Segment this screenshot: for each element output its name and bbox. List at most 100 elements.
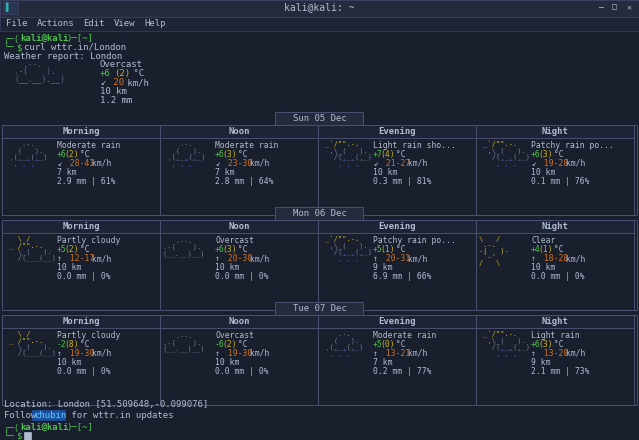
Text: Actions: Actions [37, 19, 74, 28]
Text: 13-20: 13-20 [539, 349, 568, 358]
Text: (___(__): (___(__) [163, 153, 206, 160]
Text: Clear: Clear [531, 236, 555, 245]
Text: (___(__): (___(__) [321, 343, 364, 350]
Text: 0.2 mm | 77%: 0.2 mm | 77% [373, 367, 431, 376]
Text: Help: Help [145, 19, 166, 28]
Text: Weather report: London: Weather report: London [4, 52, 122, 61]
Text: 18-28: 18-28 [539, 254, 568, 263]
Text: \ /: \ / [5, 236, 35, 242]
Bar [2, 315, 637, 405]
Text: .-(    ).: .-( ). [163, 244, 201, 250]
Bar [318, 220, 476, 233]
Text: \_(   ).: \_( ). [5, 248, 52, 255]
Text: $: $ [16, 43, 21, 52]
Text: Noon: Noon [228, 317, 250, 326]
Text: -2: -2 [57, 340, 66, 349]
Text: Patchy rain po...: Patchy rain po... [531, 141, 614, 150]
Text: 28-41: 28-41 [65, 159, 94, 168]
Text: Tue 07 Dec: Tue 07 Dec [293, 304, 346, 313]
Text: /(___(__): /(___(__) [321, 153, 372, 160]
Bar [318, 315, 476, 328]
Bar [2, 315, 160, 405]
Text: -(   )-: -( )- [479, 248, 509, 254]
Bar [476, 125, 634, 215]
Text: _ /"".-.: _ /"".-. [5, 242, 52, 249]
Text: 0.0 mm | 0%: 0.0 mm | 0% [531, 272, 585, 281]
Text: Follow: Follow [4, 411, 42, 420]
Text: Noon: Noon [228, 127, 250, 136]
Text: )─[~]: )─[~] [66, 34, 93, 43]
Text: (2): (2) [114, 69, 130, 78]
Text: km/h: km/h [403, 349, 427, 358]
Text: .-.: .-. [479, 242, 500, 248]
Text: `-': `-' [479, 254, 500, 260]
Text: 20-31: 20-31 [381, 254, 410, 263]
Text: (3): (3) [222, 245, 237, 254]
Text: ↑: ↑ [373, 254, 378, 263]
Text: └─: └─ [4, 43, 15, 52]
Text: 2.9 mm | 61%: 2.9 mm | 61% [57, 177, 116, 186]
Text: $: $ [16, 432, 21, 440]
Text: (1): (1) [538, 245, 553, 254]
Text: Evening: Evening [378, 317, 416, 326]
Bar [2, 125, 637, 215]
Text: 0.0 mm | 0%: 0.0 mm | 0% [215, 272, 268, 281]
Text: 10 km: 10 km [215, 263, 240, 272]
Text: 23-30: 23-30 [223, 159, 252, 168]
Text: ↙: ↙ [215, 159, 220, 168]
Text: for wttr.in updates: for wttr.in updates [66, 411, 173, 420]
Text: ┌─(: ┌─( [4, 423, 20, 432]
Text: _`/"".-.: _`/"".-. [479, 331, 526, 338]
Text: °C: °C [75, 245, 89, 254]
Text: Edit: Edit [83, 19, 105, 28]
Text: 0.0 mm | 0%: 0.0 mm | 0% [57, 272, 111, 281]
Text: ' ' ' ': ' ' ' ' [163, 159, 201, 165]
Bar [160, 125, 318, 138]
Text: km/h: km/h [245, 254, 270, 263]
Text: Location: London [51.509648,-0.099076]: Location: London [51.509648,-0.099076] [4, 400, 208, 409]
Text: 7 km: 7 km [373, 358, 392, 367]
Text: 10 km: 10 km [57, 358, 81, 367]
Text: kali@kali: ~: kali@kali: ~ [284, 2, 354, 12]
Bar [160, 220, 318, 310]
Text: 0.0 mm | 0%: 0.0 mm | 0% [57, 367, 111, 376]
Text: ,\_(   ).: ,\_( ). [321, 242, 368, 249]
Text: 0.3 mm | 81%: 0.3 mm | 81% [373, 177, 431, 186]
Text: Night: Night [542, 127, 569, 136]
Bar [0, 0, 639, 17]
Text: °C: °C [233, 245, 248, 254]
Text: ' ' ': ' ' ' [479, 349, 526, 355]
Text: /   \: / \ [479, 260, 500, 266]
Bar [2, 220, 637, 310]
Text: ' ' ' ': ' ' ' ' [5, 159, 43, 165]
Text: (   ).: ( ). [163, 147, 201, 154]
Text: ↑: ↑ [57, 254, 62, 263]
Text: 21-27: 21-27 [381, 159, 410, 168]
Bar [0, 17, 639, 31]
Text: .--.: .--. [163, 238, 197, 244]
Text: 10 km: 10 km [531, 168, 555, 177]
Text: ' ' ' ': ' ' ' ' [321, 349, 359, 355]
Text: +5: +5 [373, 340, 383, 349]
Text: 10 km: 10 km [531, 263, 555, 272]
Text: ✕: ✕ [626, 2, 631, 11]
Bar [476, 315, 634, 405]
Text: °C: °C [549, 340, 564, 349]
Text: □: □ [612, 2, 617, 11]
Text: +6: +6 [531, 150, 541, 159]
Text: ' ' ': ' ' ' [321, 260, 368, 266]
Text: Overcast: Overcast [215, 331, 254, 340]
Text: ,\_(   ).: ,\_( ). [321, 147, 368, 154]
Text: (__.__).__): (__.__).__) [14, 74, 65, 83]
Text: .-.: .-. [5, 141, 43, 147]
Text: °C: °C [233, 340, 248, 349]
Text: °C: °C [391, 340, 406, 349]
Text: km/h: km/h [561, 254, 585, 263]
Text: (2): (2) [64, 245, 79, 254]
Text: (2): (2) [64, 150, 79, 159]
Text: km/h: km/h [245, 159, 270, 168]
Text: 7 km: 7 km [57, 168, 77, 177]
Text: 19-30: 19-30 [223, 349, 252, 358]
Text: +6: +6 [100, 69, 111, 78]
Text: °C: °C [549, 150, 564, 159]
